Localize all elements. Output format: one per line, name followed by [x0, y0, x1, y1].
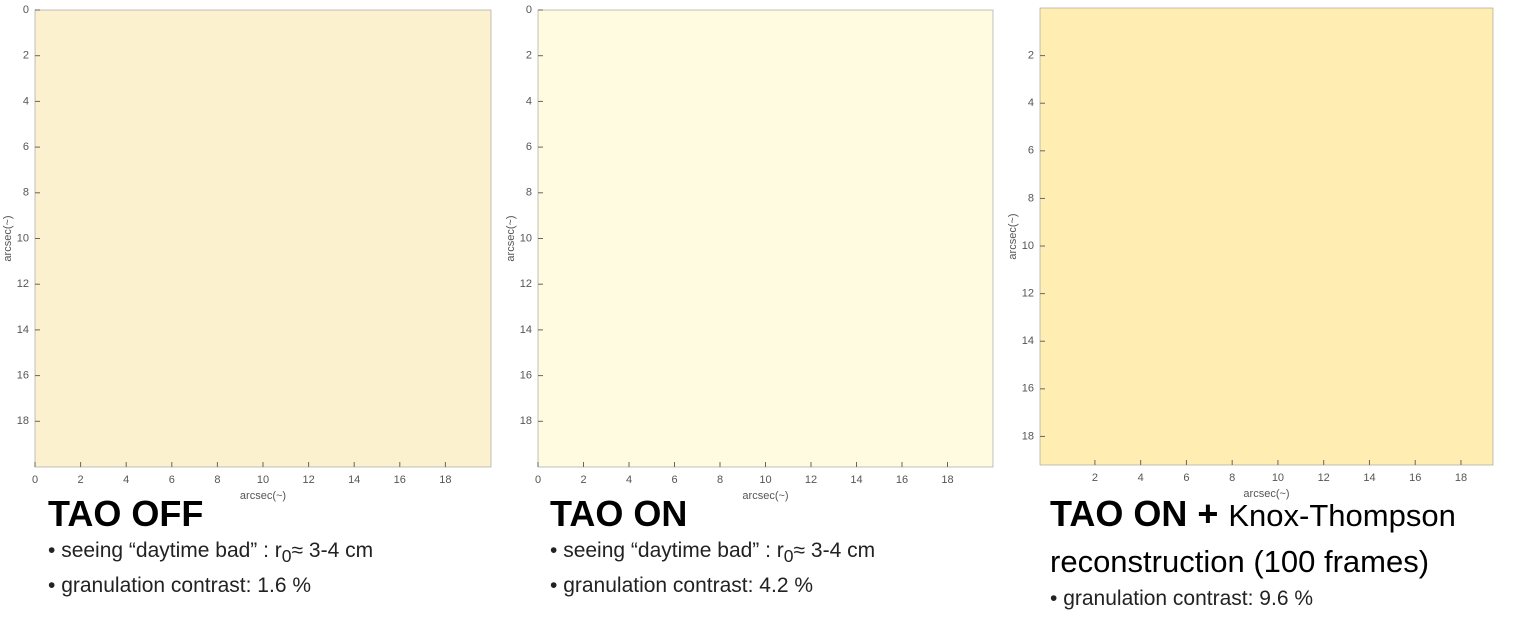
y-tick-label: 18 — [520, 415, 532, 427]
granulation-image — [538, 10, 993, 467]
granulation-image — [35, 10, 491, 467]
x-tick-label: 18 — [439, 474, 451, 486]
x-tick-label: 4 — [123, 474, 129, 486]
y-tick-label: 8 — [23, 187, 29, 199]
x-tick-label: 18 — [1455, 472, 1467, 484]
subscript: 0 — [783, 546, 794, 567]
x-tick-label: 16 — [394, 474, 406, 486]
x-tick-label: 10 — [257, 474, 269, 486]
y-tick-label: 12 — [520, 278, 532, 290]
x-tick-label: 16 — [1409, 472, 1421, 484]
x-tick-label: 6 — [169, 474, 175, 486]
x-tick-label: 8 — [1229, 472, 1235, 484]
y-tick-label: 14 — [1022, 335, 1034, 347]
y-tick-label: 10 — [1022, 240, 1034, 252]
x-tick-label: 0 — [32, 474, 38, 486]
y-tick-label: 14 — [17, 324, 29, 336]
y-tick-label: 4 — [23, 95, 29, 107]
x-axis-label: arcsec(~) — [1243, 488, 1289, 500]
bullet-text: seeing “daytime bad” : r — [61, 539, 282, 562]
x-tick-label: 14 — [1363, 472, 1375, 484]
x-tick-label: 10 — [759, 474, 771, 486]
x-tick-label: 8 — [717, 474, 723, 486]
y-tick-label: 10 — [17, 232, 29, 244]
caption: TAO ONseeing “daytime bad” : r0≈ 3-4 cmg… — [550, 492, 1010, 601]
y-tick-label: 16 — [520, 370, 532, 382]
y-tick-label: 4 — [1028, 97, 1034, 109]
bullet-text: seeing “daytime bad” : r — [563, 539, 784, 562]
x-tick-label: 12 — [1318, 472, 1330, 484]
y-tick-label: 10 — [520, 232, 532, 244]
bullet-text: granulation contrast: 9.6 % — [1063, 587, 1314, 610]
y-axis-label: arcsec(~) — [2, 215, 14, 261]
panel-title: TAO ON + Knox-Thompson reconstruction (1… — [1050, 492, 1500, 584]
x-tick-label: 6 — [671, 474, 677, 486]
y-tick-label: 18 — [17, 415, 29, 427]
y-tick-label: 2 — [1028, 50, 1034, 62]
image-frame — [1039, 7, 1494, 466]
title-normal: Knox-Thompson reconstruction (100 frames… — [1050, 498, 1456, 579]
x-tick-label: 2 — [78, 474, 84, 486]
x-tick-label: 16 — [896, 474, 908, 486]
x-tick-label: 4 — [626, 474, 632, 486]
y-tick-label: 4 — [526, 95, 532, 107]
x-axis-label: arcsec(~) — [742, 490, 788, 502]
y-tick-label: 14 — [520, 324, 532, 336]
title-bold: TAO ON + — [1050, 493, 1219, 534]
y-tick-label: 12 — [1022, 288, 1034, 300]
bullet-text: ≈ 3-4 cm — [291, 539, 374, 562]
x-tick-label: 10 — [1272, 472, 1284, 484]
x-tick-label: 2 — [580, 474, 586, 486]
x-tick-label: 12 — [302, 474, 314, 486]
y-tick-label: 16 — [17, 370, 29, 382]
y-tick-label: 6 — [23, 141, 29, 153]
x-tick-label: 6 — [1183, 472, 1189, 484]
y-tick-label: 0 — [23, 4, 29, 16]
title-bold: TAO OFF — [48, 493, 204, 534]
y-tick-label: 6 — [526, 141, 532, 153]
y-tick-label: 8 — [526, 187, 532, 199]
x-tick-label: 14 — [850, 474, 862, 486]
x-tick-label: 8 — [214, 474, 220, 486]
title-bold: TAO ON — [550, 493, 688, 534]
x-axis-label: arcsec(~) — [240, 490, 286, 502]
y-tick-label: 8 — [1028, 192, 1034, 204]
x-tick-label: 4 — [1138, 472, 1144, 484]
panel-title: TAO ON — [550, 492, 1010, 536]
x-tick-label: 2 — [1092, 472, 1098, 484]
y-axis-label: arcsec(~) — [505, 215, 517, 261]
y-axis-label: arcsec(~) — [1007, 213, 1019, 259]
bullet: granulation contrast: 1.6 % — [48, 571, 508, 601]
y-tick-label: 12 — [17, 278, 29, 290]
granulation-image — [1040, 8, 1493, 465]
subscript: 0 — [281, 546, 292, 567]
y-tick-label: 2 — [23, 50, 29, 62]
y-tick-label: 18 — [1022, 430, 1034, 442]
bullet-text: granulation contrast: 4.2 % — [563, 574, 814, 598]
bullet: seeing “daytime bad” : r0≈ 3-4 cm — [48, 536, 508, 571]
bullet-text: ≈ 3-4 cm — [793, 539, 876, 562]
panel-title: TAO OFF — [48, 492, 508, 536]
caption: TAO OFFseeing “daytime bad” : r0≈ 3-4 cm… — [48, 492, 508, 601]
y-tick-label: 16 — [1022, 383, 1034, 395]
x-tick-label: 14 — [348, 474, 360, 486]
y-tick-label: 6 — [1028, 145, 1034, 157]
bullet-text: granulation contrast: 1.6 % — [61, 574, 312, 598]
x-tick-label: 18 — [941, 474, 953, 486]
y-tick-label: 0 — [526, 4, 532, 16]
y-tick-label: 2 — [526, 50, 532, 62]
bullet: seeing “daytime bad” : r0≈ 3-4 cm — [550, 536, 1010, 571]
x-tick-label: 12 — [805, 474, 817, 486]
x-tick-label: 0 — [535, 474, 541, 486]
caption: TAO ON + Knox-Thompson reconstruction (1… — [1050, 492, 1500, 614]
bullet: granulation contrast: 4.2 % — [550, 571, 1010, 601]
bullet: granulation contrast: 9.6 % — [1050, 584, 1500, 614]
